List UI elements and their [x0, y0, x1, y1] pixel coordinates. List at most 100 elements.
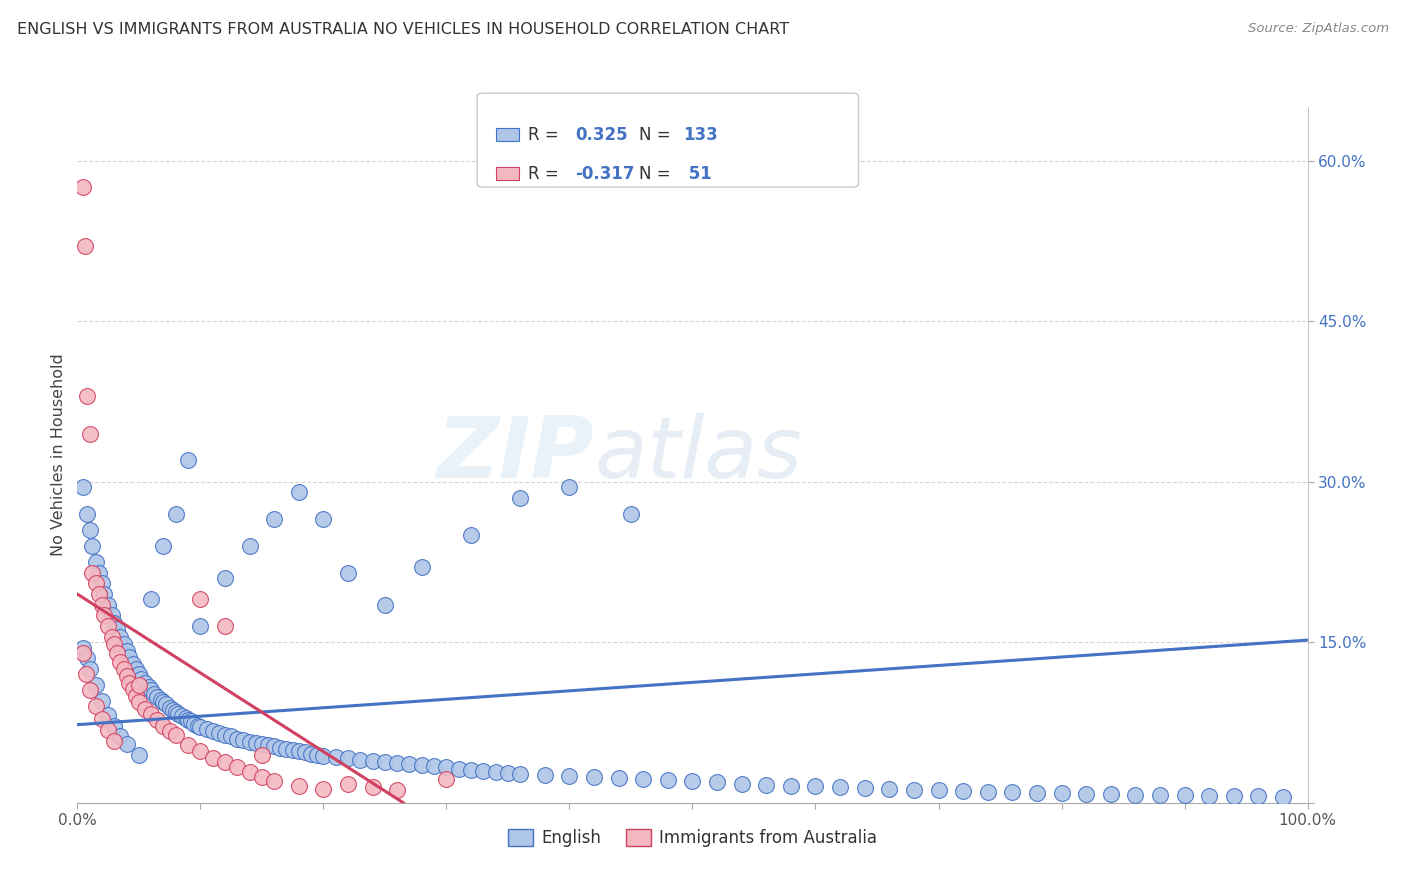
Point [232, 732, 254, 747]
Point [325, 749, 347, 764]
Point [1272, 790, 1295, 805]
Point [447, 762, 470, 776]
Point [263, 774, 285, 789]
Point [146, 690, 169, 704]
Text: ENGLISH VS IMMIGRANTS FROM AUSTRALIA NO VEHICLES IN HOUSEHOLD CORRELATION CHART: ENGLISH VS IMMIGRANTS FROM AUSTRALIA NO … [17, 22, 789, 37]
Point [239, 735, 262, 749]
Text: R =: R = [529, 164, 564, 183]
Point [288, 779, 311, 793]
Point [93, 587, 115, 601]
Point [509, 491, 531, 505]
Point [485, 764, 508, 779]
Point [97, 619, 120, 633]
Point [509, 767, 531, 781]
Point [1001, 785, 1024, 799]
Point [134, 676, 156, 690]
Point [118, 650, 141, 665]
Text: N =: N = [640, 127, 676, 145]
Point [706, 775, 728, 789]
Point [183, 716, 205, 731]
Point [90, 576, 114, 591]
Point [250, 737, 273, 751]
Point [423, 759, 446, 773]
Point [201, 724, 224, 739]
Point [105, 646, 128, 660]
Point [167, 706, 190, 721]
Point [460, 763, 482, 777]
Point [337, 566, 360, 580]
Point [804, 779, 827, 793]
Point [374, 598, 396, 612]
Point [165, 507, 187, 521]
Point [90, 712, 114, 726]
Point [82, 566, 104, 580]
Point [214, 571, 236, 585]
Point [103, 733, 125, 747]
Point [103, 615, 125, 630]
Point [180, 714, 202, 729]
Point [150, 693, 173, 707]
Point [977, 785, 1000, 799]
Point [1099, 787, 1122, 801]
Point [633, 772, 655, 787]
Point [755, 778, 778, 792]
Point [141, 683, 163, 698]
Point [337, 776, 360, 790]
Point [682, 774, 704, 789]
Point [84, 576, 107, 591]
Text: -0.317: -0.317 [575, 164, 634, 183]
Point [72, 646, 94, 660]
Point [263, 739, 285, 753]
Point [307, 747, 329, 762]
Point [288, 485, 311, 500]
Point [159, 700, 181, 714]
Point [97, 598, 120, 612]
Point [115, 737, 138, 751]
Point [138, 680, 160, 694]
Point [129, 672, 153, 686]
Point [177, 453, 200, 467]
Point [928, 783, 950, 797]
Point [1125, 789, 1147, 803]
Point [84, 678, 107, 692]
Point [165, 728, 187, 742]
Point [125, 689, 148, 703]
Point [385, 783, 409, 797]
Point [952, 784, 974, 798]
Point [250, 747, 273, 762]
Point [90, 598, 114, 612]
Point [607, 771, 630, 785]
Point [90, 694, 114, 708]
Point [128, 667, 150, 681]
Point [76, 389, 98, 403]
Point [263, 512, 285, 526]
Point [128, 678, 150, 692]
Point [534, 768, 557, 782]
Point [281, 743, 304, 757]
Point [177, 714, 200, 728]
Point [101, 608, 124, 623]
Point [288, 744, 311, 758]
Point [1050, 786, 1073, 800]
Text: atlas: atlas [595, 413, 801, 497]
Point [110, 730, 132, 744]
Point [1247, 789, 1270, 804]
Point [201, 751, 224, 765]
Point [411, 560, 433, 574]
Point [187, 719, 209, 733]
Point [830, 780, 852, 794]
Point [84, 555, 107, 569]
Point [226, 731, 249, 746]
Point [146, 714, 169, 728]
Point [214, 755, 236, 769]
Point [361, 754, 384, 768]
Point [112, 662, 135, 676]
Point [731, 776, 754, 790]
Point [72, 480, 94, 494]
Point [903, 783, 925, 797]
Point [112, 637, 135, 651]
Point [84, 699, 107, 714]
Text: 133: 133 [683, 127, 718, 145]
Point [170, 709, 193, 723]
Point [152, 695, 174, 709]
